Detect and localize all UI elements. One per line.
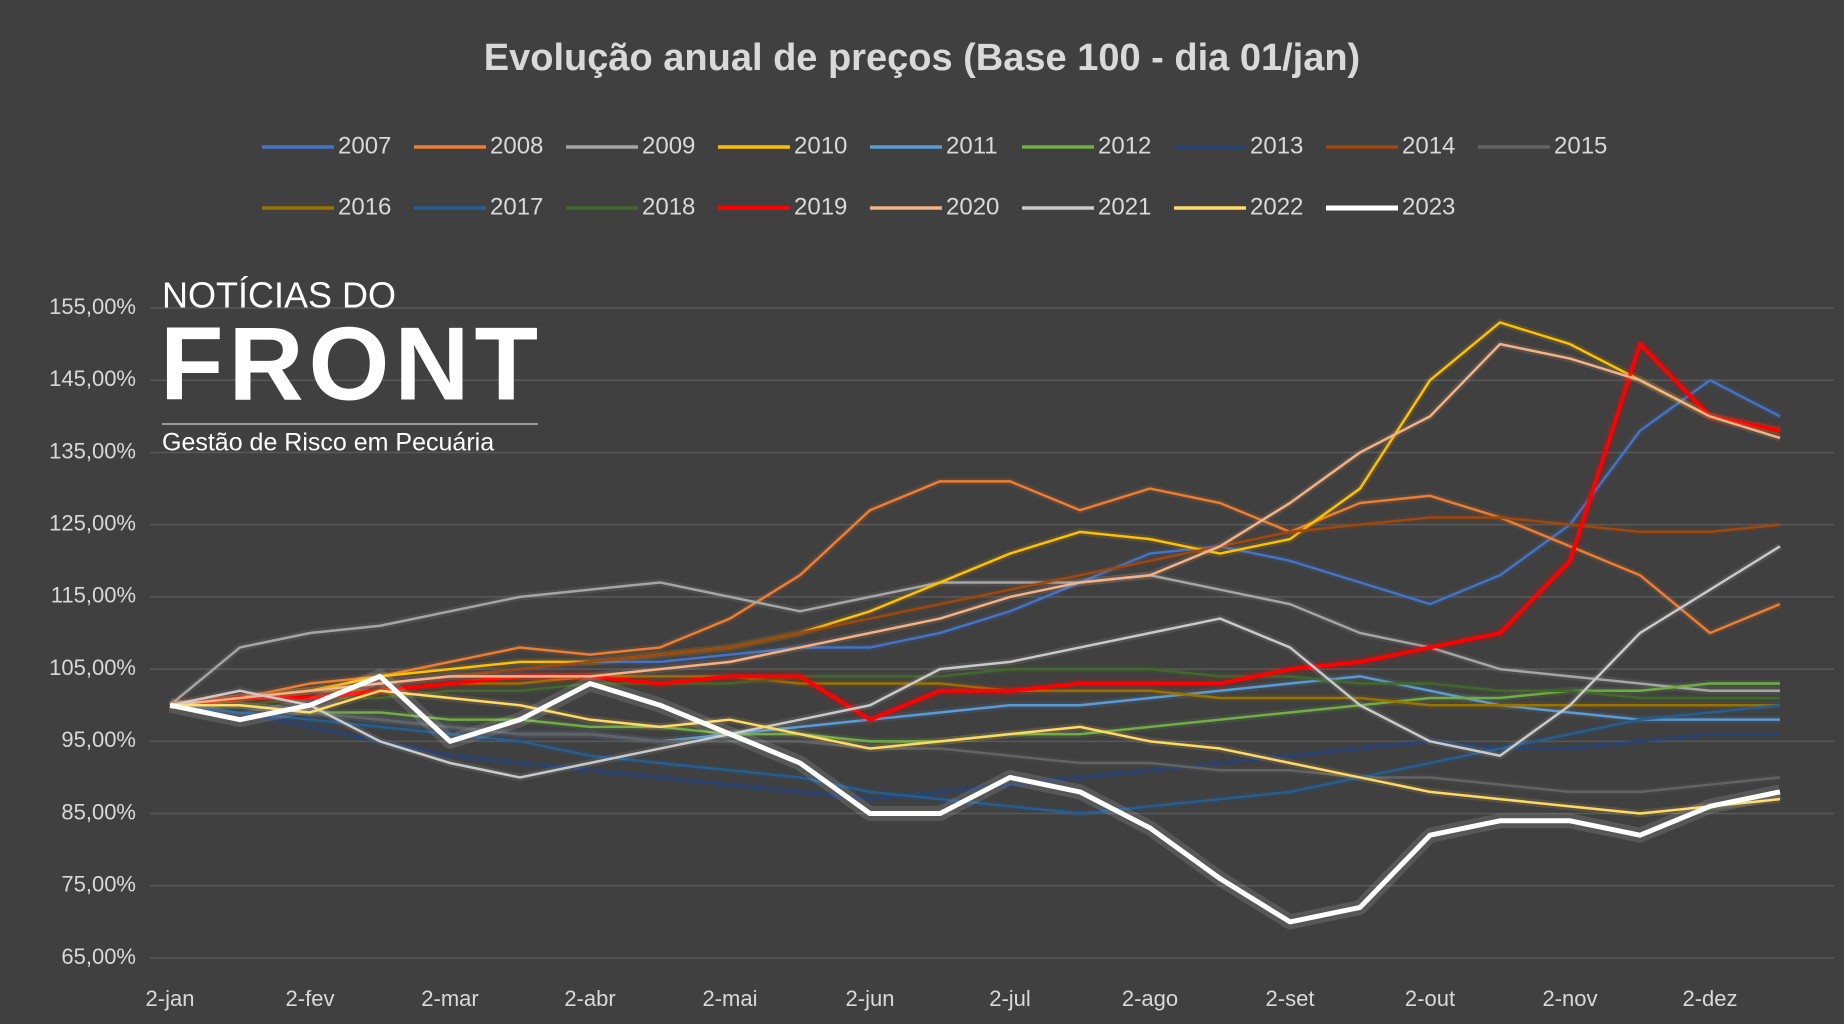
series-line — [170, 689, 1781, 815]
legend-label: 2010 — [794, 132, 847, 159]
x-tick-label: 2-mai — [702, 986, 757, 1011]
x-tick-label: 2-fev — [286, 986, 335, 1011]
legend-label: 2011 — [946, 132, 998, 159]
y-tick-label: 95,00% — [61, 727, 136, 752]
legend-label: 2016 — [338, 193, 391, 220]
series-line — [169, 573, 1780, 707]
x-tick-label: 2-set — [1266, 986, 1315, 1011]
x-tick-label: 2-jan — [146, 986, 195, 1011]
legend-label: 2013 — [1250, 132, 1303, 159]
series-line — [169, 321, 1781, 707]
x-tick-label: 2-abr — [564, 986, 615, 1011]
logo-tagline: Gestão de Risco em Pecuária — [162, 429, 494, 457]
legend-label: 2012 — [1098, 132, 1151, 159]
x-tick-label: 2-jul — [989, 986, 1031, 1011]
legend-label: 2023 — [1402, 193, 1455, 220]
legend-label: 2019 — [794, 193, 847, 220]
y-tick-label: 105,00% — [49, 655, 136, 680]
series-line — [169, 673, 1781, 925]
y-tick-label: 155,00% — [49, 294, 136, 319]
x-tick-label: 2-nov — [1542, 986, 1597, 1011]
series-line — [170, 667, 1780, 707]
legend-label: 2014 — [1402, 132, 1455, 159]
y-tick-label: 145,00% — [49, 366, 136, 391]
x-tick-label: 2-mar — [421, 986, 478, 1011]
y-tick-label: 65,00% — [61, 944, 136, 969]
y-tick-label: 135,00% — [49, 438, 136, 463]
legend-label: 2021 — [1098, 193, 1151, 220]
legend-label: 2009 — [642, 132, 695, 159]
legend-label: 2017 — [490, 193, 543, 220]
y-tick-label: 75,00% — [61, 872, 136, 897]
legend-label: 2007 — [338, 132, 391, 159]
legend-label: 2018 — [642, 193, 695, 220]
series-line — [169, 480, 1781, 707]
series-line — [169, 342, 1781, 722]
chart-title: Evolução anual de preços (Base 100 - dia… — [484, 37, 1360, 79]
legend-label: 2020 — [946, 193, 999, 220]
x-tick-label: 2-jun — [846, 986, 895, 1011]
logo: NOTÍCIAS DO FRONT Gestão de Risco em Pec… — [160, 275, 538, 457]
x-tick-label: 2-out — [1405, 986, 1455, 1011]
y-tick-label: 125,00% — [49, 510, 136, 535]
legend-label: 2022 — [1250, 193, 1303, 220]
legend-label: 2008 — [490, 132, 543, 159]
series-line — [169, 545, 1781, 779]
x-tick-label: 2-dez — [1682, 986, 1737, 1011]
plot-area — [150, 307, 1834, 959]
x-tick-label: 2-ago — [1122, 986, 1178, 1011]
y-tick-label: 115,00% — [51, 583, 136, 608]
series-line — [170, 703, 1781, 794]
logo-line2: FRONT — [160, 306, 538, 422]
series-line — [169, 342, 1781, 707]
legend-label: 2015 — [1554, 132, 1607, 159]
logo-line1: NOTÍCIAS DO — [162, 275, 396, 316]
y-tick-label: 85,00% — [61, 799, 136, 824]
